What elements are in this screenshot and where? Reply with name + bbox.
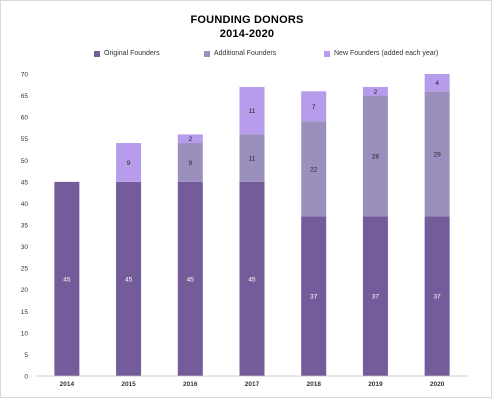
x-tick-label: 2015 (121, 381, 136, 388)
y-tick-label: 45 (21, 179, 29, 186)
bar-segment (301, 216, 327, 376)
bar-segment (239, 134, 265, 182)
x-tick-label: 2020 (430, 381, 445, 388)
data-label: 2 (188, 136, 192, 143)
y-tick-label: 55 (21, 136, 29, 143)
y-tick-label: 20 (21, 287, 29, 294)
legend-swatch-additional (204, 50, 210, 57)
bar-segment (362, 95, 388, 217)
data-label: 45 (187, 276, 195, 283)
legend-label-original: Original Founders (104, 50, 160, 57)
bar-segment (177, 143, 203, 182)
bar-segment (239, 86, 265, 135)
y-tick-label: 50 (21, 158, 29, 165)
x-tick-label: 2018 (306, 381, 321, 388)
bar-segment (116, 143, 142, 182)
y-tick-label: 60 (21, 115, 29, 122)
data-label: 37 (434, 294, 442, 301)
legend-item-additional: Additional Founders (204, 50, 276, 57)
bar-segment (424, 91, 450, 217)
y-tick-label: 65 (21, 93, 29, 100)
bar-segment (424, 216, 450, 376)
data-label: 9 (188, 160, 192, 167)
bar-segment (177, 134, 203, 144)
data-label: 45 (248, 276, 256, 283)
legend-item-new: New Founders (added each year) (324, 50, 438, 57)
bar-segment (424, 74, 450, 92)
data-label: 37 (372, 294, 380, 301)
y-tick-label: 15 (21, 309, 29, 316)
data-label: 11 (249, 156, 256, 163)
y-tick-label: 5 (24, 352, 28, 359)
chart-subtitle: 2014-2020 (219, 28, 275, 40)
legend-item-original: Original Founders (94, 50, 160, 57)
y-tick-label: 25 (21, 266, 29, 273)
data-label: 9 (127, 160, 131, 167)
legend-swatch-new (324, 50, 330, 57)
y-tick-label: 40 (21, 201, 29, 208)
bar-segment (362, 86, 388, 96)
y-tick-label: 30 (21, 244, 29, 251)
data-label: 37 (310, 294, 318, 301)
bar-segment (362, 216, 388, 376)
data-label: 29 (434, 151, 442, 158)
x-tick-label: 2014 (60, 381, 75, 388)
data-label: 45 (125, 276, 133, 283)
bar-segment (177, 181, 203, 376)
legend: Original Founders Additional Founders Ne… (0, 50, 494, 62)
y-tick-label: 70 (21, 72, 29, 79)
x-tick-label: 2017 (245, 381, 260, 388)
data-label: 4 (435, 80, 439, 87)
y-tick-label: 10 (21, 330, 29, 337)
x-tick-label: 2019 (368, 381, 383, 388)
bar-segment (301, 91, 327, 122)
legend-label-new: New Founders (added each year) (334, 50, 439, 57)
data-label: 22 (310, 166, 318, 173)
data-label: 28 (372, 153, 380, 160)
chart-title: FOUNDING DONORS (190, 14, 304, 26)
data-label: 11 (249, 108, 256, 115)
data-label: 2 (374, 89, 378, 96)
bar-segment (239, 181, 265, 376)
y-tick-label: 35 (21, 223, 29, 230)
data-label: 45 (63, 276, 71, 283)
y-tick-label: 0 (24, 374, 28, 381)
bar-segment (116, 181, 142, 376)
legend-swatch-original (94, 50, 100, 57)
bar-segment (54, 181, 80, 376)
x-tick-label: 2016 (183, 381, 198, 388)
data-label: 7 (312, 104, 316, 111)
legend-label-additional: Additional Founders (214, 50, 277, 57)
bar-segment (301, 121, 327, 217)
